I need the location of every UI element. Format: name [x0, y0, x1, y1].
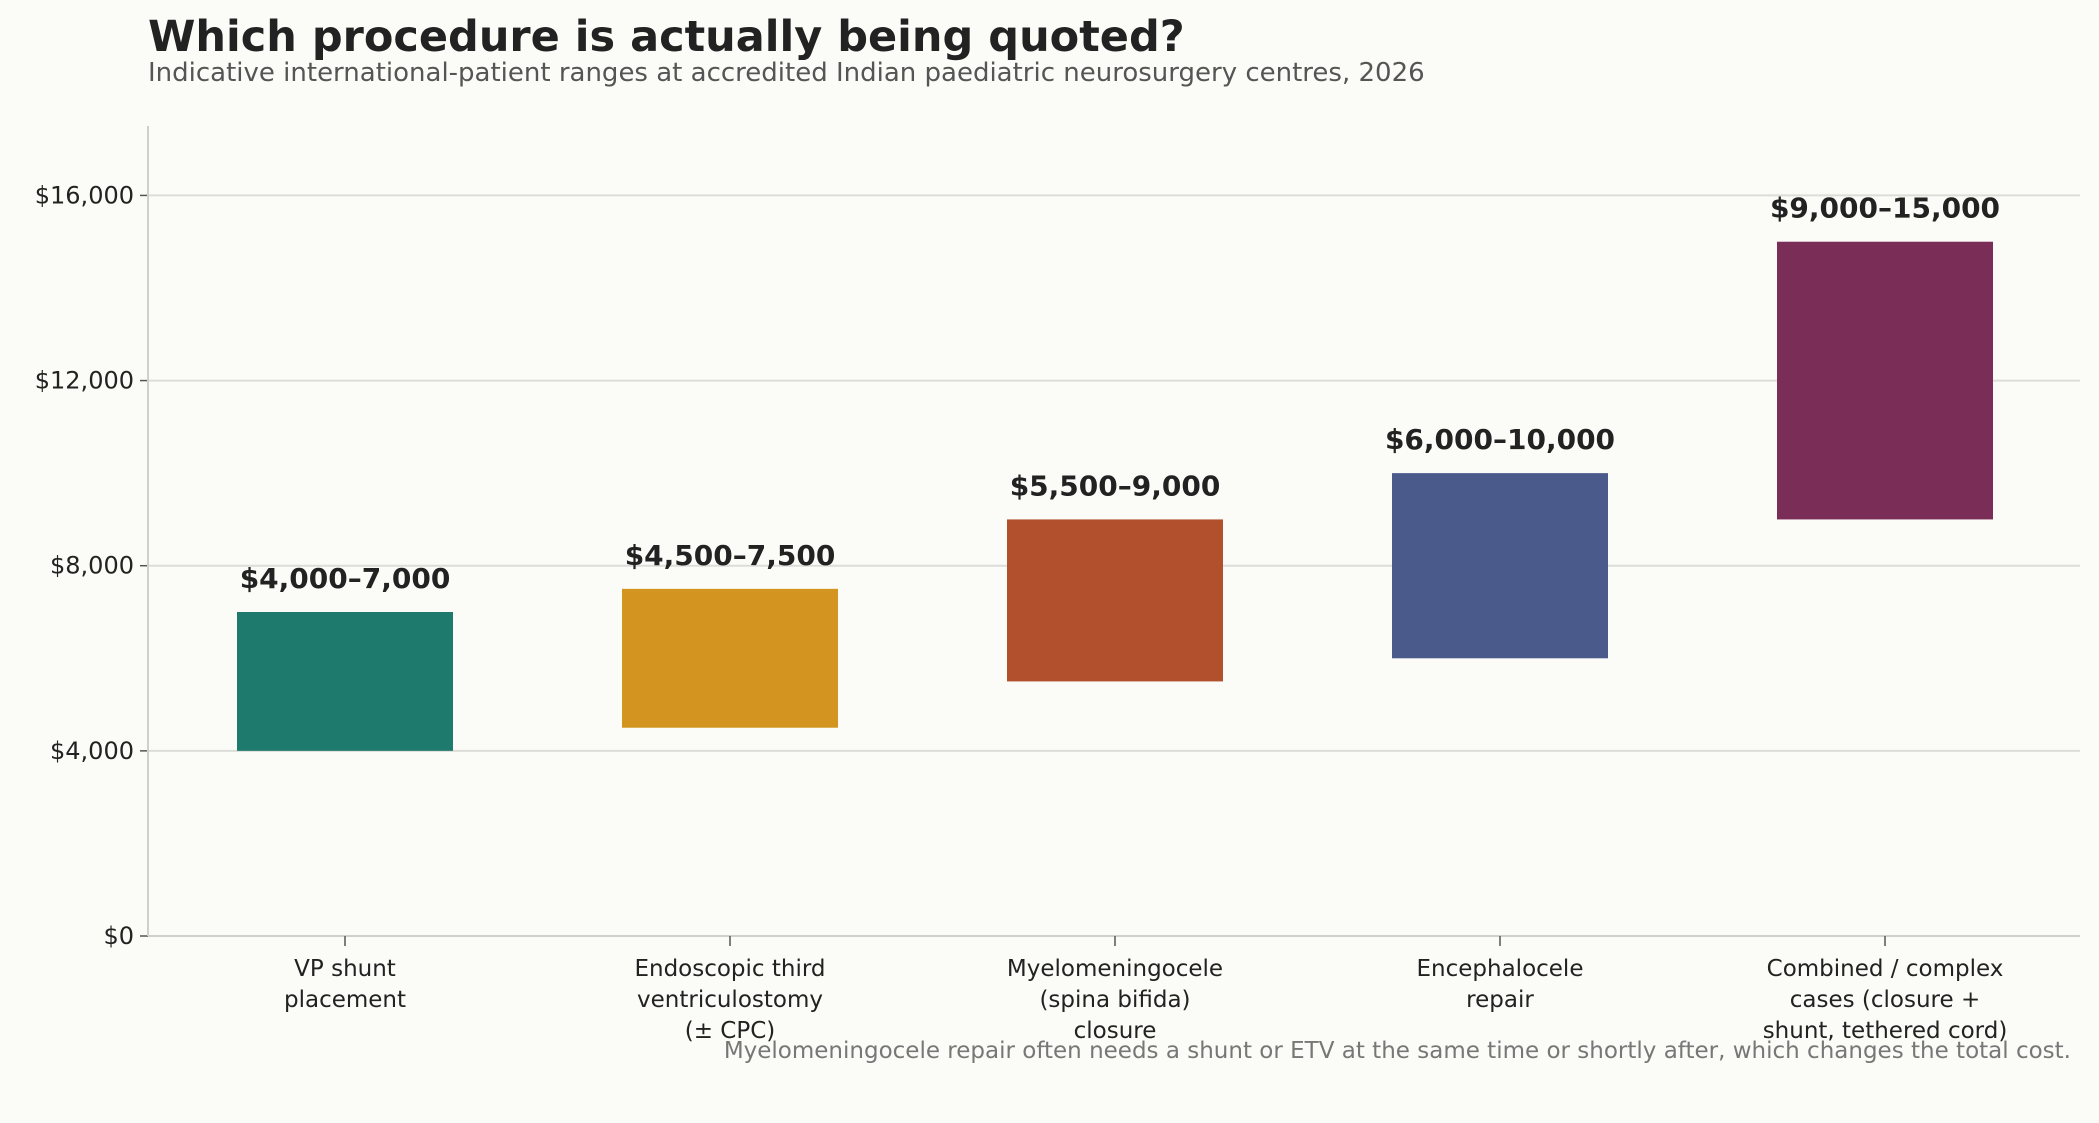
x-tick-label-line: Combined / complex	[1767, 956, 2004, 982]
y-tick-label: $0	[103, 922, 134, 950]
bar-value-label: $6,000–10,000	[1385, 423, 1615, 456]
labels: $4,000–7,000 VP shunt placement $4,500–7,50…	[240, 192, 2008, 1044]
x-tick-label-line: shunt, tethered cord)	[1763, 1018, 2008, 1044]
x-tick-label: Endoscopic third ventriculostomy (± CPC)	[634, 956, 825, 1044]
gridlines	[148, 194, 2080, 752]
bar-value-label: $5,500–9,000	[1010, 469, 1221, 502]
x-tick-label-line: cases (closure +	[1790, 987, 1981, 1013]
x-tick-label: Myelomeningocele (spina bifida) closure	[1007, 956, 1223, 1044]
chart-title: Which procedure is actually being quoted…	[148, 12, 1185, 62]
range-bar	[237, 612, 453, 751]
y-tick-label: $12,000	[35, 367, 134, 395]
bar-value-label: $9,000–15,000	[1770, 192, 2000, 225]
range-bar	[1392, 473, 1608, 659]
y-tick-label: $8,000	[50, 552, 134, 580]
x-tick-label-line: ventriculostomy	[637, 987, 823, 1013]
bars	[237, 241, 1993, 751]
x-tick-label-line: Endoscopic third	[634, 956, 825, 982]
x-tick-label-line: closure	[1074, 1018, 1157, 1044]
bar-value-label: $4,500–7,500	[625, 539, 836, 572]
chart-footnote: Myelomeningocele repair often needs a sh…	[723, 1038, 2071, 1064]
x-tick-label-line: (spina bifida)	[1039, 987, 1190, 1013]
range-bar	[1007, 519, 1223, 682]
y-tick-label: $16,000	[35, 181, 134, 209]
x-tick-label-line: Myelomeningocele	[1007, 956, 1223, 982]
x-tick-label-line: placement	[284, 987, 406, 1013]
bar-value-label: $4,000–7,000	[240, 562, 451, 595]
y-tick-label: $4,000	[50, 737, 134, 765]
x-tick-label: Encephalocele repair	[1417, 956, 1584, 1013]
x-tick-label-line: VP shunt	[294, 956, 396, 982]
axes: $0 $4,000 $8,000 $12,000 $16,000	[35, 126, 2080, 950]
x-tick-label: VP shunt placement	[284, 956, 406, 1013]
chart-subtitle: Indicative international-patient ranges …	[148, 58, 1425, 88]
x-tick-label-line: repair	[1466, 987, 1534, 1013]
x-tick-label: Combined / complex cases (closure + shunt,…	[1763, 956, 2008, 1044]
range-bar	[1777, 241, 1993, 520]
range-bar	[622, 588, 838, 728]
x-tick-label-line: Encephalocele	[1417, 956, 1584, 982]
x-tick-label-line: (± CPC)	[685, 1018, 776, 1044]
